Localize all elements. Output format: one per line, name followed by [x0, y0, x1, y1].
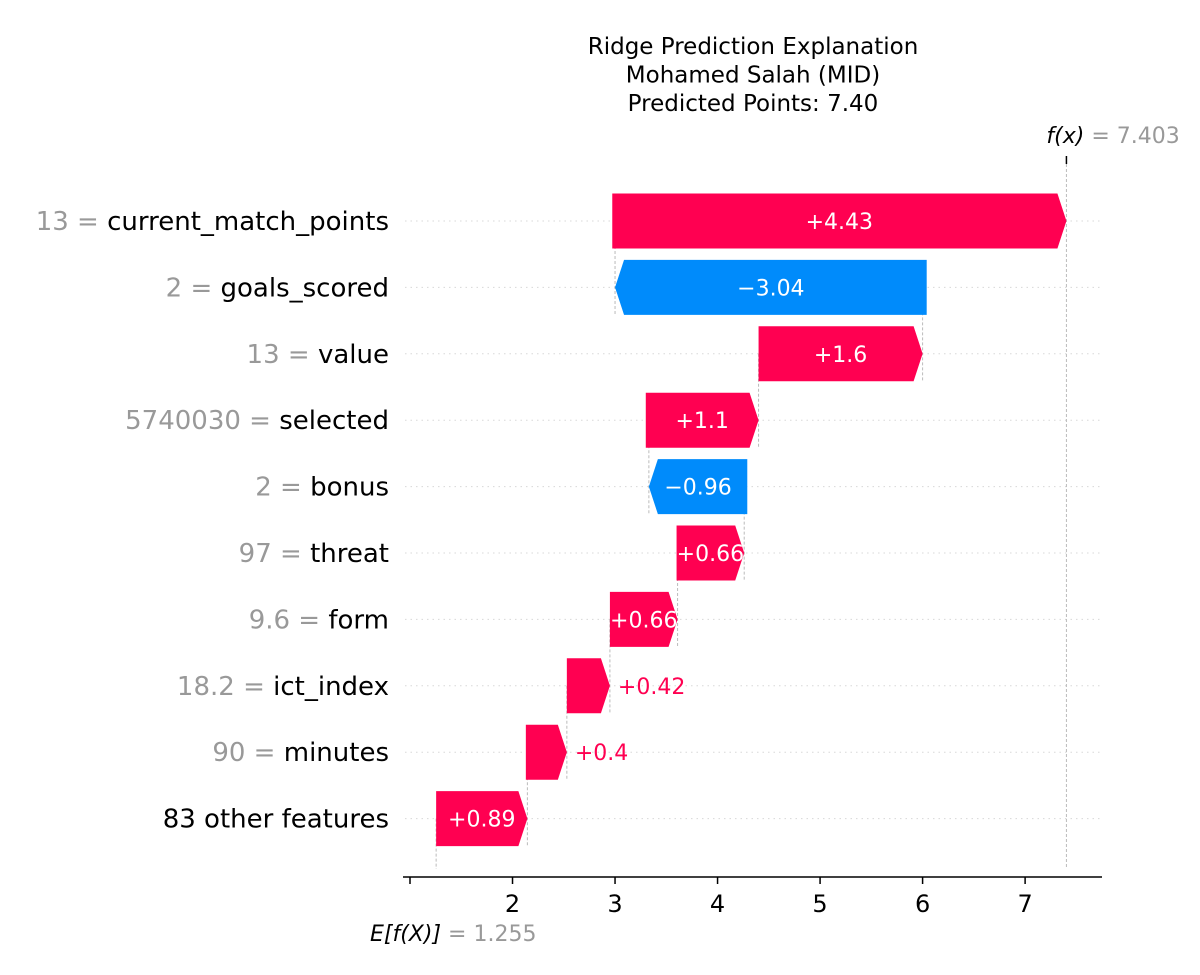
base-value: = 1.255: [441, 922, 536, 947]
bar-value-label: +0.4: [575, 741, 628, 766]
feature-name: ict_index: [273, 672, 389, 702]
feature-value: 90: [212, 738, 245, 768]
contribution-bars: +4.43 −3.04 +1.6 +1.1 −0.96 +0.66 +0.66 +0.42 +0…: [436, 193, 1067, 847]
feature-value: 2: [166, 273, 183, 303]
bar-value-label: +4.43: [806, 210, 873, 235]
x-tick-label-6: 6: [915, 890, 930, 918]
equals-sign: =: [182, 273, 220, 303]
output-value: = 7.403: [1084, 124, 1179, 149]
feature-label-5: 97 = threat: [239, 539, 389, 569]
title-line-2: Predicted Points: 7.40: [628, 91, 879, 117]
bar-value-label: +0.89: [448, 808, 515, 833]
equals-sign: =: [245, 738, 283, 768]
equals-sign: =: [272, 539, 310, 569]
equals-sign: =: [69, 207, 107, 237]
feature-label-2: 13 = value: [247, 340, 389, 370]
base-value-text: E[f(X)] = 1.255: [370, 922, 536, 947]
feature-value: 5740030: [125, 406, 241, 436]
bar-value-label: +1.1: [675, 409, 728, 434]
equals-sign: =: [235, 672, 273, 702]
feature-name: form: [328, 605, 389, 635]
bar-ict_index: [566, 658, 610, 714]
bar-83-other-features: [436, 791, 528, 847]
bar-value-label: +0.66: [610, 608, 677, 633]
output-value-marker: f(x) = 7.403: [1046, 124, 1180, 164]
x-tick-label-5: 5: [812, 890, 827, 918]
x-tick-label-2: 2: [505, 890, 520, 918]
chart-title: Ridge Prediction Explanation Mohamed Sala…: [588, 34, 919, 117]
bar-value-label: −0.96: [664, 476, 731, 501]
title-line-1: Mohamed Salah (MID): [626, 63, 880, 89]
feature-name: threat: [310, 539, 389, 569]
feature-name: goals_scored: [221, 273, 389, 303]
feature-name: value: [318, 340, 389, 370]
equals-sign: =: [280, 340, 318, 370]
feature-name: bonus: [310, 473, 389, 503]
feature-label-8: 90 = minutes: [212, 738, 389, 768]
feature-label-9: 83 other features: [163, 805, 389, 835]
feature-label-0: 13 = current_match_points: [36, 207, 389, 237]
feature-label-1: 2 = goals_scored: [166, 273, 389, 303]
feature-value: 2: [255, 473, 272, 503]
bar-value-label: +1.6: [814, 343, 867, 368]
output-value-text: f(x) = 7.403: [1046, 124, 1179, 149]
bar-minutes: [525, 724, 567, 780]
feature-value: 18.2: [177, 672, 235, 702]
feature-name: selected: [279, 406, 389, 436]
equals-sign: =: [272, 473, 310, 503]
bar-value-label: +0.42: [618, 675, 685, 700]
feature-label-7: 18.2 = ict_index: [177, 672, 389, 702]
bar-threat: [676, 525, 745, 581]
feature-label-6: 9.6 = form: [249, 605, 389, 635]
bar-value-label: −3.04: [737, 276, 804, 301]
x-tick-label-7: 7: [1017, 890, 1032, 918]
feature-value: 9.6: [249, 605, 290, 635]
equals-sign: =: [241, 406, 279, 436]
base-label: E[f(X)]: [370, 922, 441, 947]
x-tick-label-4: 4: [710, 890, 725, 918]
base-value-label: E[f(X)] = 1.255: [370, 922, 536, 947]
equals-sign: =: [290, 605, 328, 635]
feature-labels: 13 = current_match_points 2 = goals_score…: [36, 207, 389, 835]
feature-value: 97: [239, 539, 272, 569]
bar-bonus: [648, 459, 748, 515]
feature-value: 13: [247, 340, 280, 370]
x-tick-label-3: 3: [607, 890, 622, 918]
bar-goals_scored: [615, 259, 927, 315]
feature-label-4: 2 = bonus: [255, 473, 389, 503]
feature-label-3: 5740030 = selected: [125, 406, 389, 436]
feature-name: 83 other features: [163, 805, 389, 835]
feature-value: 13: [36, 207, 69, 237]
feature-name: current_match_points: [107, 207, 389, 237]
bar-selected: [645, 392, 759, 448]
bar-value-label: +0.66: [677, 542, 744, 567]
bar-form: [609, 591, 678, 647]
title-line-0: Ridge Prediction Explanation: [588, 34, 919, 60]
feature-name: minutes: [284, 738, 389, 768]
output-label: f(x): [1046, 124, 1084, 149]
x-axis: 2 3 4 5 6 7: [403, 876, 1102, 918]
bar-value: [758, 326, 923, 382]
bar-current_match_points: [612, 193, 1067, 249]
